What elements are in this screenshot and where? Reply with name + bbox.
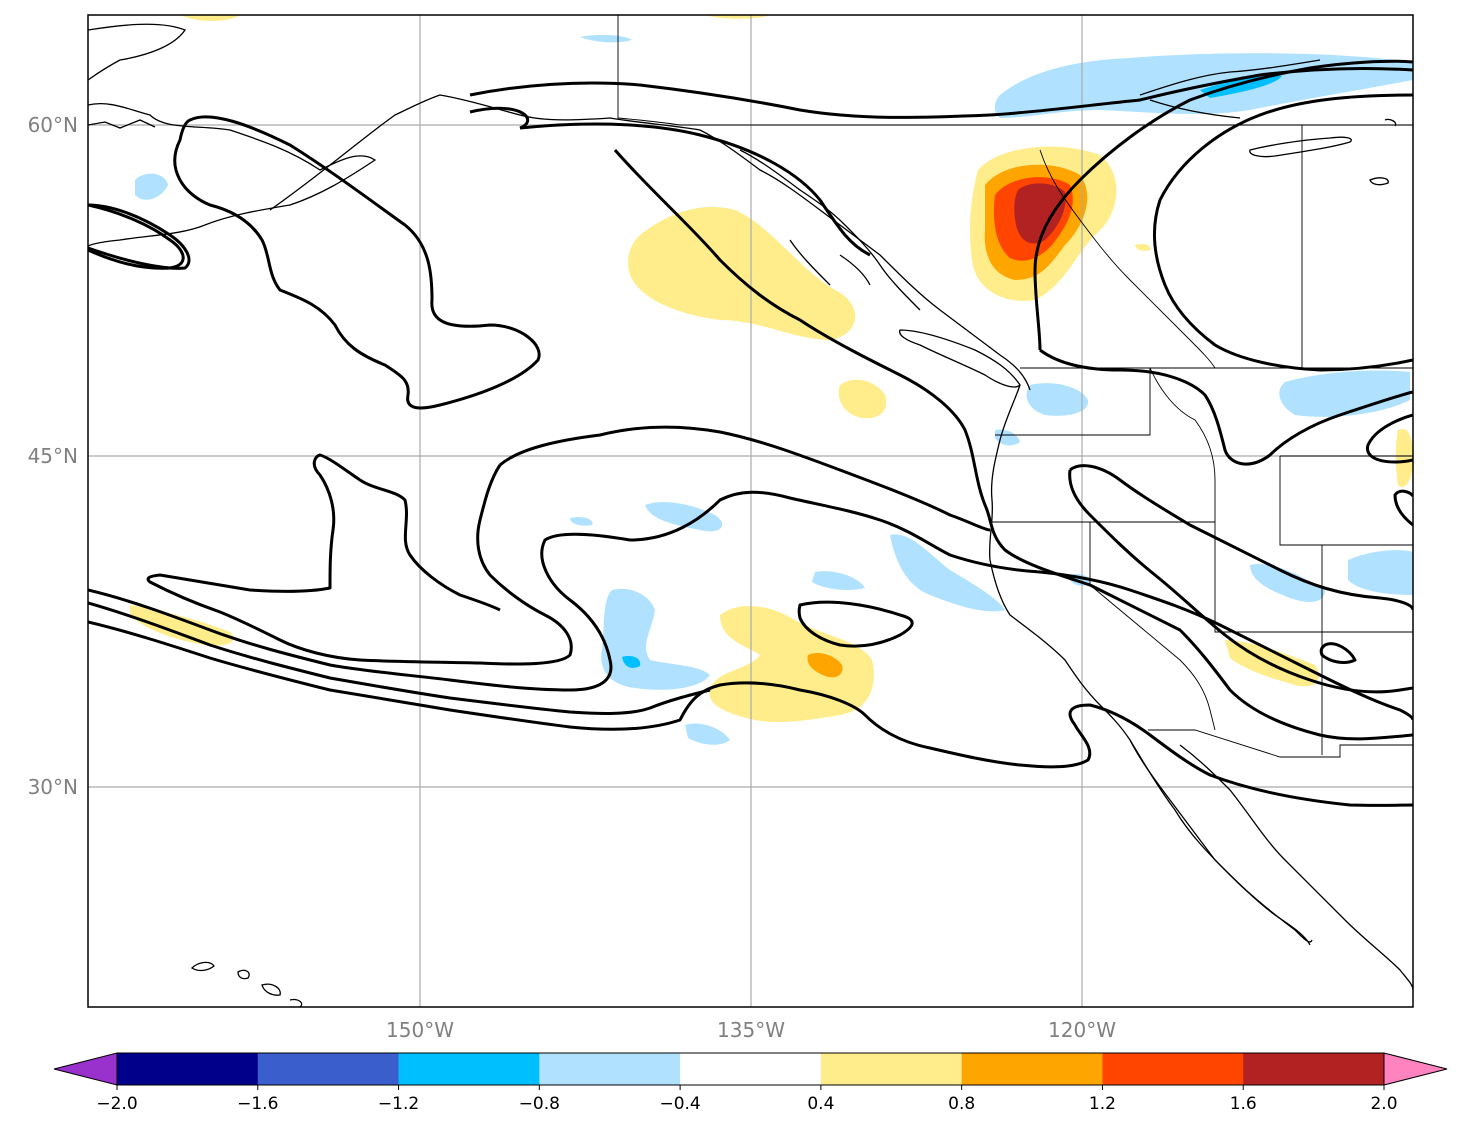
contour-east-3 [1365,413,1413,527]
colorbar-tick-label: 1.6 [1230,1094,1257,1114]
hudson-coast [1139,59,1321,119]
shade-positive-top1 [180,15,240,22]
shade-negative-south [685,723,730,745]
ak-canada-border [617,15,681,126]
alaska-coast [88,23,377,247]
shade-negative-east1 [1279,370,1410,417]
lat-label-45n: 45°N [28,444,78,468]
hawaii-1 [190,961,215,972]
colorbar-tick-label: 0.4 [807,1094,834,1114]
colorbar-swatch [257,1053,400,1085]
colorbar: −2.0 −1.6 −1.2 −0.8 −0.4 0.4 0.8 1.2 1.6 2.0 [53,1052,1448,1114]
shade-negative-east2 [1348,550,1413,595]
alaska-south-coast [269,94,1031,391]
wa-or [995,368,1151,436]
wy-co [1279,455,1413,546]
shade-negative-sw-12 [622,656,641,668]
contour-main-1 [469,106,871,257]
contour-main-2 [613,149,1413,741]
us-mx [1148,729,1413,758]
colorbar-extend-min [53,1052,118,1086]
baja-gulf [1179,744,1413,991]
colorbar-frame [116,1052,1385,1086]
contour-east-2 [1033,59,1413,466]
colorbar-tick-label: −1.2 [378,1094,419,1114]
shade-negative-mid2 [570,517,593,526]
colorbar-swatch [539,1053,681,1085]
colorbar-tick-label: −0.8 [519,1094,560,1114]
shade-positive-top2 [705,15,770,19]
shade-positive-bc-16 [1014,183,1066,244]
contour-ne-pacific [469,66,1413,119]
hawaii-2 [237,969,250,980]
shade-negative-west [135,173,168,200]
shade-positive-west [130,605,234,646]
coastlines [88,23,1413,1007]
id-mt [1149,367,1216,522]
colorbar-swatch [1243,1053,1385,1085]
lon-label-120w: 120°W [1048,1018,1116,1042]
contour-south-1 [88,601,1413,807]
shade-negative-mid3 [812,571,865,590]
hawaii-3 [261,983,281,996]
contour-west-arc [88,203,191,270]
colorbar-tick-label: 2.0 [1370,1094,1397,1114]
contour-gulf-of-alaska [88,203,185,270]
shade-positive-coast [1135,243,1151,251]
contour-interior-trough [1068,464,1413,694]
colorbar-swatch [961,1053,1103,1085]
shade-positive-gulf [628,206,856,340]
colorbar-swatch [1102,1053,1244,1085]
contours [88,59,1413,807]
contour-central-2 [88,490,1413,721]
colorbar-swatch [398,1053,540,1085]
shade-positive-subtropic-08 [807,653,843,678]
lon-label-150w: 150°W [386,1018,454,1042]
vancouver-island [899,329,1021,388]
alaska-inland-1 [88,119,156,129]
shade-negative-central [890,534,1005,612]
plot-frame [87,14,1414,1008]
colorbar-swatch [117,1053,259,1085]
contour-small-loop [1319,642,1357,664]
lat-label-60n: 60°N [28,113,78,137]
ut-az [1214,522,1413,633]
shade-positive-east-edge [1395,429,1413,488]
colorbar-tick-label: −2.0 [96,1094,137,1114]
contour-central-loop [146,425,991,666]
alaska-panhandle [739,149,921,311]
lake-1 [1249,136,1352,158]
shade-negative-pnw [1026,383,1089,416]
hawaii-4 [289,998,303,1007]
shade-positive-small [838,379,887,419]
contour-aleutian-low [173,115,541,410]
shade-negative-east3 [1250,564,1325,602]
colorbar-swatch [680,1053,822,1085]
colorbar-tick-label: 0.8 [948,1094,975,1114]
colorbar-tick-label: −1.6 [237,1094,278,1114]
colorbar-tick-label: 1.2 [1089,1094,1116,1114]
colorbar-extend-max [1383,1052,1448,1086]
nv-ca [1089,522,1216,731]
shade-negative-top [580,34,632,43]
lat-label-30n: 30°N [28,775,78,799]
contour-east-high [1153,93,1413,372]
shade-negative-mid1 [645,502,723,532]
colorbar-tick-label: −0.4 [659,1094,700,1114]
shade-negative-north-12 [1200,75,1282,98]
lon-label-135w: 135°W [717,1018,785,1042]
baja-peninsula [1129,739,1313,943]
lake-2 [1369,177,1389,186]
colorbar-swatch [820,1053,963,1085]
contour-closed-ridge [797,600,914,648]
